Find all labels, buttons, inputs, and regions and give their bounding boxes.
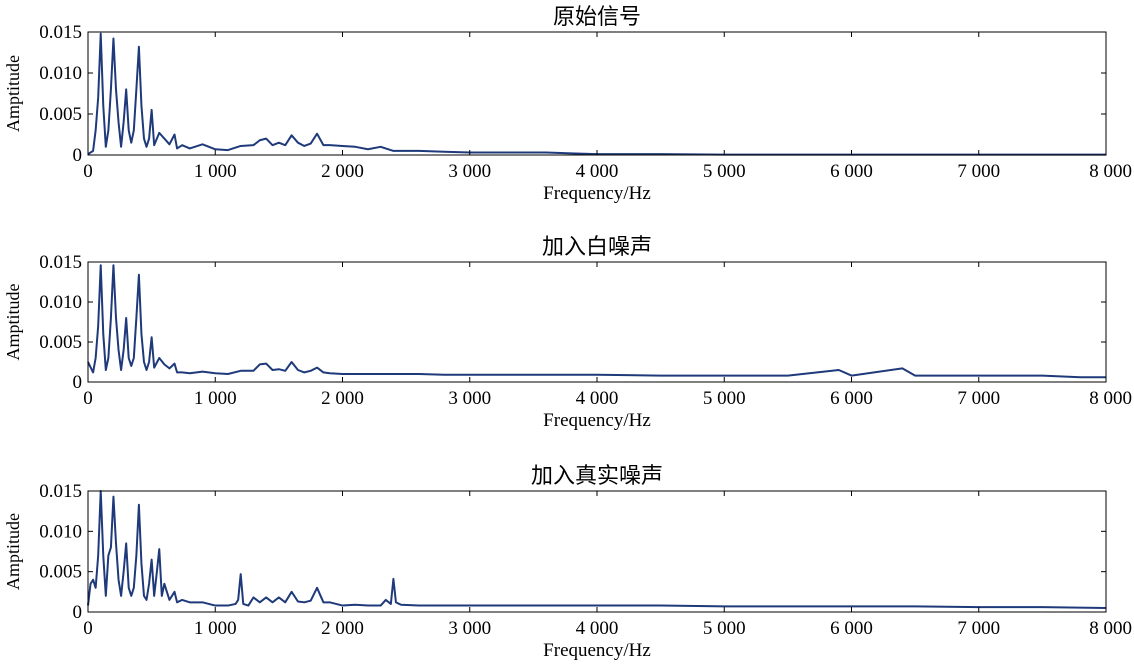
x-tick-label: 2 000 bbox=[321, 388, 364, 409]
y-tick-label: 0 bbox=[73, 145, 83, 166]
y-tick-label: 0.010 bbox=[39, 292, 82, 313]
y-tick-label: 0.005 bbox=[39, 332, 82, 353]
x-tick-label: 7 000 bbox=[957, 618, 1000, 639]
chart-panel-3: 加入真实噪声 0 1 000 2 000 3 000 4 000 5 000 6 000 7 0… bbox=[3, 463, 1132, 661]
y-axis-label: Amptitude bbox=[3, 283, 23, 360]
y-tick-label: 0.010 bbox=[39, 63, 82, 84]
x-axis-label: Frequency/Hz bbox=[543, 183, 651, 204]
chart-title: 原始信号 bbox=[553, 4, 641, 29]
x-tick-label: 1 000 bbox=[194, 388, 237, 409]
x-tick-label: 8 000 bbox=[1089, 161, 1132, 182]
y-tick-label: 0.015 bbox=[39, 252, 82, 273]
x-tick-label: 8 000 bbox=[1089, 618, 1132, 639]
x-tick-label: 7 000 bbox=[957, 161, 1000, 182]
y-tick-label: 0.005 bbox=[39, 104, 82, 125]
x-tick-label: 0 bbox=[83, 388, 93, 409]
x-tick-label: 3 000 bbox=[448, 388, 491, 409]
chart-panel-1: 原始信号 0 1 000 2 000 3 000 4 000 5 000 6 000 7 000… bbox=[3, 4, 1132, 204]
chart-title: 加入真实噪声 bbox=[531, 463, 663, 488]
x-tick-label: 5 000 bbox=[703, 388, 746, 409]
x-tick-label: 6 000 bbox=[830, 618, 873, 639]
plot-frame bbox=[87, 261, 1107, 383]
plot-frame bbox=[87, 490, 1107, 613]
x-tick-label: 0 bbox=[83, 161, 93, 182]
x-tick-label: 8 000 bbox=[1089, 388, 1132, 409]
spectrum-line bbox=[87, 32, 1106, 156]
x-tick-label: 2 000 bbox=[321, 618, 364, 639]
y-tick-label: 0.005 bbox=[39, 562, 82, 583]
y-tick-label: 0.015 bbox=[39, 22, 82, 43]
x-tick-label: 3 000 bbox=[448, 161, 491, 182]
y-tick-label: 0 bbox=[73, 602, 83, 623]
x-tick-label: 0 bbox=[83, 618, 93, 639]
chart-panel-2: 加入白噪声 0 1 000 2 000 3 000 4 000 5 000 6 000 7 00… bbox=[3, 234, 1132, 431]
x-tick-label: 6 000 bbox=[830, 388, 873, 409]
y-tick-label: 0 bbox=[73, 372, 83, 393]
x-tick-label: 7 000 bbox=[957, 388, 1000, 409]
x-tick-label: 2 000 bbox=[321, 161, 364, 182]
y-tick-label: 0.015 bbox=[39, 481, 82, 502]
spectrum-line bbox=[87, 264, 1106, 379]
x-tick-label: 4 000 bbox=[576, 161, 619, 182]
x-tick-label: 5 000 bbox=[703, 618, 746, 639]
x-tick-label: 3 000 bbox=[448, 618, 491, 639]
spectrum-line bbox=[87, 490, 1107, 609]
y-tick-label: 0.010 bbox=[39, 521, 82, 542]
y-axis-label: Amptitude bbox=[3, 513, 23, 590]
chart-title: 加入白噪声 bbox=[542, 234, 652, 259]
x-tick-label: 5 000 bbox=[703, 161, 746, 182]
plot-frame bbox=[87, 31, 1107, 156]
x-axis-label: Frequency/Hz bbox=[543, 410, 651, 431]
x-tick-label: 6 000 bbox=[830, 161, 873, 182]
x-tick-label: 4 000 bbox=[576, 388, 619, 409]
x-tick-label: 1 000 bbox=[194, 161, 237, 182]
x-tick-label: 4 000 bbox=[576, 618, 619, 639]
x-tick-label: 1 000 bbox=[194, 618, 237, 639]
x-axis-label: Frequency/Hz bbox=[543, 640, 651, 661]
y-axis-label: Amptitude bbox=[3, 55, 23, 132]
